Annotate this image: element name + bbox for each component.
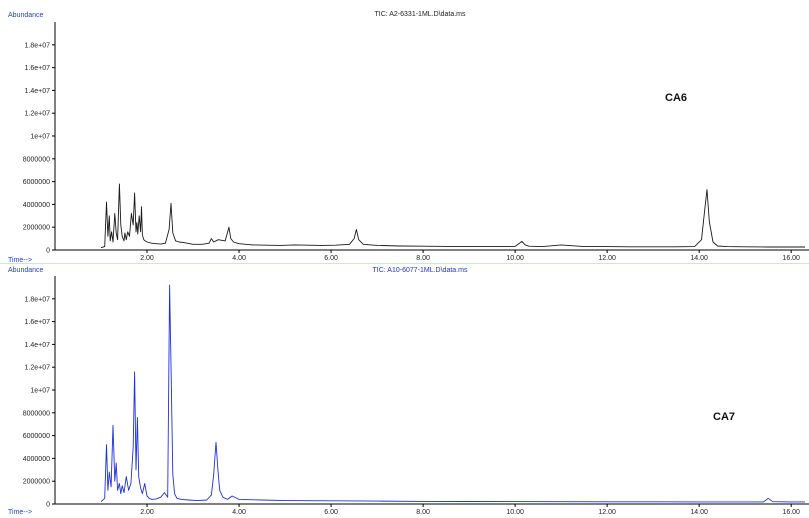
x-tick-label: 8.00 bbox=[416, 509, 430, 516]
y-tick-label: 6000000 bbox=[23, 179, 50, 186]
y-tick-label: 0 bbox=[46, 248, 50, 255]
x-tick-label: 6.00 bbox=[324, 509, 338, 516]
y-tick-label: 8000000 bbox=[23, 410, 50, 417]
x-tick-label: 14.00 bbox=[690, 255, 708, 262]
x-tick-label: 16.00 bbox=[782, 255, 800, 262]
y-axis-title: Abundance bbox=[8, 12, 44, 19]
x-tick-label: 10.00 bbox=[506, 509, 524, 516]
plot-area-background bbox=[0, 0, 809, 264]
y-tick-label: 8000000 bbox=[23, 156, 50, 163]
x-tick-label: 12.00 bbox=[598, 255, 616, 262]
y-tick-label: 1e+07 bbox=[30, 134, 50, 141]
x-tick-label: 8.00 bbox=[416, 255, 430, 262]
chromatogram-panel-ca7: TIC: A10-6077-1ML.D\data.ms Abundance Ti… bbox=[0, 264, 809, 518]
y-tick-label: 1.4e+07 bbox=[25, 342, 51, 349]
tic-trace-line bbox=[100, 183, 805, 249]
y-tick-label: 1.8e+07 bbox=[25, 42, 51, 49]
y-tick-label: 2000000 bbox=[23, 225, 50, 232]
y-axis-title: Abundance bbox=[8, 267, 44, 274]
chromatogram-panel-ca6: TIC: A2-6331-1ML.D\data.ms Abundance Tim… bbox=[0, 0, 809, 264]
x-tick-label: 2.00 bbox=[140, 255, 154, 262]
x-axis-title: Time--> bbox=[8, 509, 32, 516]
y-tick-label: 1.2e+07 bbox=[25, 365, 51, 372]
panel-title: TIC: A10-6077-1ML.D\data.ms bbox=[373, 267, 468, 274]
tic-trace-line bbox=[100, 284, 805, 503]
y-tick-label: 0 bbox=[46, 502, 50, 509]
panel-title: TIC: A2-6331-1ML.D\data.ms bbox=[374, 11, 466, 18]
x-tick-label: 12.00 bbox=[598, 509, 616, 516]
y-tick-label: 1.2e+07 bbox=[25, 111, 51, 118]
y-tick-label: 1.4e+07 bbox=[25, 88, 51, 95]
y-tick-label: 1.8e+07 bbox=[25, 296, 51, 303]
x-tick-label: 14.00 bbox=[690, 509, 708, 516]
y-tick-label: 4000000 bbox=[23, 456, 50, 463]
y-tick-label: 4000000 bbox=[23, 202, 50, 209]
sample-label: CA7 bbox=[713, 411, 735, 423]
y-tick-label: 1.6e+07 bbox=[25, 65, 51, 72]
x-tick-label: 4.00 bbox=[232, 509, 246, 516]
y-tick-label: 6000000 bbox=[23, 433, 50, 440]
x-tick-label: 2.00 bbox=[140, 509, 154, 516]
x-tick-label: 16.00 bbox=[782, 509, 800, 516]
x-tick-label: 6.00 bbox=[324, 255, 338, 262]
sample-label: CA6 bbox=[665, 92, 687, 104]
x-tick-label: 10.00 bbox=[506, 255, 524, 262]
y-tick-label: 2000000 bbox=[23, 479, 50, 486]
x-axis-title: Time--> bbox=[8, 257, 32, 264]
y-tick-label: 1.6e+07 bbox=[25, 319, 51, 326]
plot-area-background bbox=[0, 264, 809, 518]
x-tick-label: 4.00 bbox=[232, 255, 246, 262]
y-tick-label: 1e+07 bbox=[30, 388, 50, 395]
